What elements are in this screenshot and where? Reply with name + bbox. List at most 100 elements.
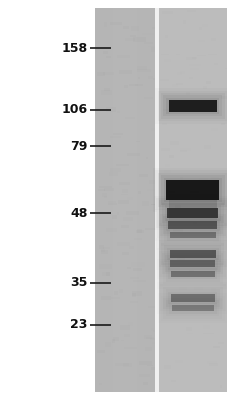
- Bar: [175, 360, 183, 364]
- Bar: [150, 367, 156, 370]
- Bar: [185, 92, 190, 96]
- Bar: [131, 262, 144, 266]
- Bar: [98, 245, 104, 250]
- Bar: [165, 98, 218, 114]
- Bar: [185, 222, 195, 224]
- Bar: [136, 140, 139, 142]
- Bar: [179, 148, 190, 151]
- Bar: [209, 300, 212, 301]
- Bar: [168, 204, 216, 206]
- Bar: [131, 292, 141, 296]
- Bar: [163, 365, 170, 369]
- Bar: [137, 191, 141, 194]
- Bar: [160, 148, 169, 151]
- Bar: [213, 199, 216, 202]
- Bar: [170, 380, 175, 382]
- Bar: [137, 66, 147, 70]
- Bar: [162, 264, 222, 284]
- Bar: [147, 306, 160, 308]
- Bar: [186, 333, 192, 334]
- Bar: [202, 333, 213, 334]
- Bar: [192, 222, 196, 224]
- Bar: [128, 84, 142, 86]
- Bar: [157, 90, 227, 121]
- Bar: [193, 288, 202, 290]
- Bar: [147, 46, 158, 47]
- Bar: [164, 256, 220, 272]
- Bar: [122, 363, 132, 367]
- Bar: [116, 112, 120, 113]
- Bar: [168, 268, 216, 279]
- Bar: [162, 287, 222, 309]
- Bar: [106, 228, 117, 232]
- Bar: [166, 230, 218, 241]
- Bar: [127, 322, 133, 326]
- Bar: [219, 385, 222, 388]
- Bar: [185, 327, 191, 331]
- Bar: [168, 228, 216, 231]
- Bar: [158, 200, 226, 226]
- Bar: [118, 182, 130, 185]
- Bar: [109, 172, 117, 176]
- Bar: [152, 78, 163, 80]
- Bar: [208, 363, 217, 366]
- Bar: [162, 123, 166, 125]
- Bar: [132, 293, 136, 297]
- Bar: [101, 90, 111, 95]
- Bar: [121, 340, 123, 342]
- Bar: [211, 300, 218, 304]
- Bar: [178, 257, 189, 258]
- Bar: [118, 289, 123, 293]
- Bar: [165, 219, 219, 231]
- Bar: [168, 225, 216, 228]
- Bar: [168, 222, 216, 225]
- Bar: [141, 33, 153, 35]
- Bar: [155, 220, 227, 250]
- Bar: [210, 288, 215, 292]
- Bar: [152, 342, 162, 344]
- Bar: [105, 272, 110, 276]
- Bar: [136, 230, 144, 234]
- Bar: [153, 196, 227, 230]
- Bar: [101, 296, 111, 300]
- Bar: [119, 70, 131, 74]
- Bar: [211, 249, 220, 253]
- Bar: [129, 301, 137, 303]
- Bar: [160, 175, 224, 205]
- Bar: [129, 277, 138, 279]
- Bar: [121, 194, 127, 196]
- Bar: [197, 55, 205, 56]
- Bar: [150, 328, 153, 331]
- Text: 158: 158: [61, 42, 87, 55]
- Bar: [167, 258, 217, 270]
- Bar: [156, 198, 227, 228]
- Bar: [168, 200, 216, 204]
- Bar: [165, 35, 167, 38]
- Bar: [168, 221, 216, 229]
- Bar: [167, 208, 217, 218]
- Bar: [160, 54, 168, 55]
- Bar: [198, 27, 201, 30]
- Bar: [150, 204, 160, 205]
- Bar: [207, 54, 216, 55]
- Bar: [189, 270, 194, 272]
- Bar: [165, 266, 219, 282]
- Bar: [189, 68, 198, 70]
- Bar: [130, 26, 139, 31]
- Bar: [191, 57, 196, 59]
- Bar: [104, 188, 114, 191]
- Bar: [139, 362, 152, 365]
- Bar: [158, 223, 226, 248]
- Bar: [159, 79, 168, 81]
- Bar: [113, 337, 118, 341]
- Bar: [173, 263, 180, 265]
- Bar: [210, 128, 217, 131]
- Bar: [166, 248, 218, 260]
- Bar: [161, 243, 223, 265]
- Bar: [168, 231, 216, 234]
- Bar: [98, 186, 112, 188]
- Bar: [168, 292, 216, 304]
- Bar: [158, 240, 226, 267]
- Bar: [115, 363, 128, 366]
- Bar: [220, 96, 227, 99]
